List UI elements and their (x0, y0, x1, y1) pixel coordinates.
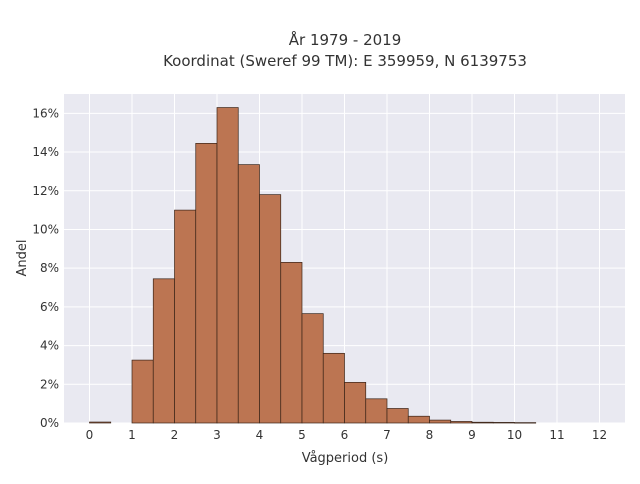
x-tick-label: 6 (341, 428, 349, 442)
y-tick-labels: 0% 2% 4% 6% 8% 10% 12% 14% 16% (32, 106, 59, 430)
histogram-bar (365, 398, 388, 424)
histogram-bar (259, 194, 282, 424)
y-tick-label: 12% (32, 184, 59, 198)
y-tick-label: 8% (40, 261, 59, 275)
histogram-bar (471, 421, 494, 424)
x-tick-label: 12 (592, 428, 607, 442)
y-tick-label: 4% (40, 339, 59, 353)
y-axis-label: Andel (15, 240, 30, 277)
x-tick-label: 9 (468, 428, 476, 442)
histogram-bar (174, 209, 197, 424)
x-tick-label: 10 (507, 428, 522, 442)
histogram-bar (216, 107, 239, 424)
x-tick-label: 7 (383, 428, 391, 442)
chart-title: År 1979 - 2019 (289, 30, 402, 49)
histogram-bar (152, 278, 175, 424)
y-tick-label: 16% (32, 106, 59, 120)
x-tick-label: 2 (171, 428, 179, 442)
x-tick-label: 4 (256, 428, 264, 442)
x-tick-label: 3 (213, 428, 221, 442)
x-tick-label: 5 (298, 428, 306, 442)
histogram-bar (195, 143, 218, 424)
y-tick-label: 0% (40, 416, 59, 430)
y-tick-label: 10% (32, 222, 59, 236)
histogram-bar (344, 382, 367, 424)
histogram-bar (514, 422, 537, 424)
histogram-bar (429, 419, 452, 424)
histogram-bar (450, 421, 473, 424)
y-tick-label: 6% (40, 300, 59, 314)
y-tick-label: 2% (40, 377, 59, 391)
histogram-bar (131, 359, 154, 424)
histogram-bar (237, 164, 260, 424)
x-tick-label: 0 (86, 428, 94, 442)
x-tick-label: 11 (549, 428, 564, 442)
x-tick-label: 1 (128, 428, 136, 442)
bars-group (89, 107, 537, 424)
x-tick-labels: 0 1 2 3 4 5 6 7 8 9 10 11 12 (86, 428, 607, 442)
y-tick-label: 14% (32, 145, 59, 159)
x-tick-label: 8 (426, 428, 434, 442)
histogram-bar (407, 415, 430, 424)
histogram-bar (280, 262, 303, 424)
x-axis-label: Vågperiod (s) (302, 451, 389, 466)
histogram-bar (322, 352, 345, 424)
histogram-bar (301, 313, 324, 424)
chart-subtitle: Koordinat (Sweref 99 TM): E 359959, N 61… (163, 52, 527, 70)
histogram-bar (492, 422, 515, 424)
histogram-bar (386, 408, 409, 424)
histogram-bar (89, 421, 112, 424)
